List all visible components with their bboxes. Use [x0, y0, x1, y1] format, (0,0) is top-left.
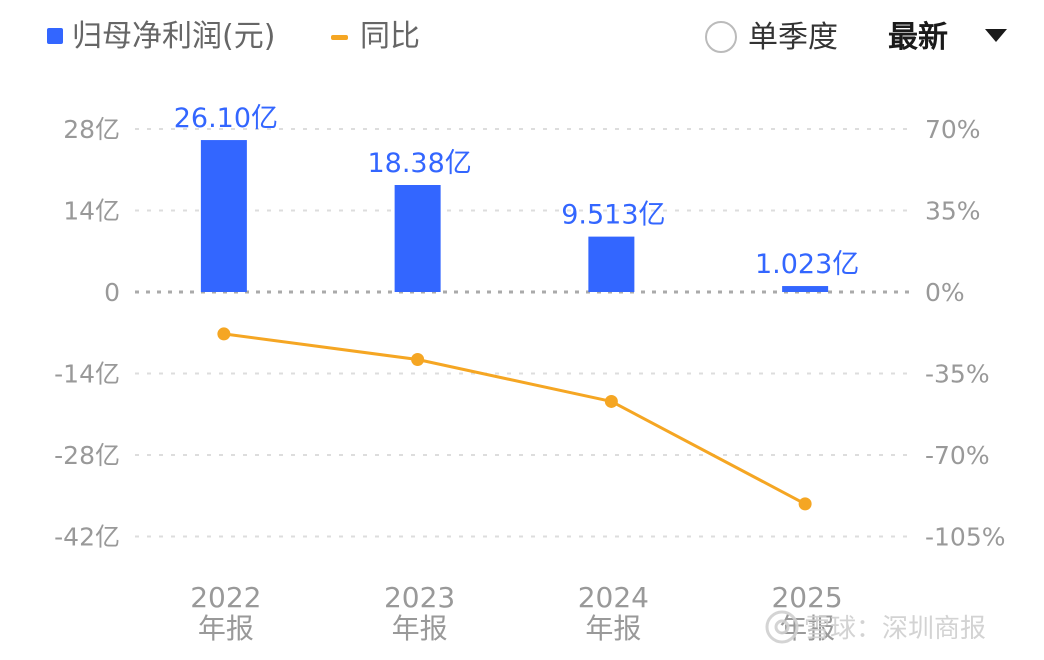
single-quarter-toggle[interactable]: 单季度	[705, 20, 838, 55]
right-tick-label: -105%	[925, 523, 1006, 552]
watermark: 雪球：深圳商报	[765, 610, 986, 644]
line-point	[217, 327, 231, 341]
right-tick-label: 0%	[925, 278, 965, 307]
latest-label: 最新	[888, 20, 948, 55]
category-label-type: 年报	[198, 612, 254, 645]
bar-data-label: 9.513亿	[561, 200, 665, 231]
single-quarter-label: 单季度	[748, 20, 838, 55]
right-axis: 70% 35% 0% -35% -70% -105%	[925, 115, 1006, 552]
bar	[394, 185, 441, 292]
bar-data-label: 18.38亿	[367, 148, 471, 179]
bar-series: 26.10亿 18.38亿 9.513亿 1.023亿	[174, 103, 859, 292]
yoy-line	[223, 332, 806, 506]
xueqiu-logo-icon	[765, 610, 799, 644]
category-label-year: 2025	[771, 581, 842, 614]
radio-circle-icon[interactable]	[705, 21, 737, 53]
category-label-type: 年报	[392, 612, 448, 645]
bar-data-label: 26.10亿	[174, 103, 278, 134]
left-tick-label: 0	[104, 278, 120, 307]
category-label-year: 2024	[578, 581, 649, 614]
line-point	[798, 497, 812, 511]
right-tick-label: 35%	[925, 197, 981, 226]
legend[interactable]: 归母净利润(元) 同比	[47, 19, 420, 54]
line-point	[411, 353, 425, 367]
right-tick-label: -70%	[925, 441, 990, 470]
latest-dropdown[interactable]: 最新	[888, 20, 1007, 55]
legend-bar-swatch	[47, 28, 63, 44]
bar	[200, 140, 247, 292]
left-tick-label: 14亿	[63, 197, 120, 226]
left-tick-label: -28亿	[54, 441, 120, 470]
line-point	[604, 394, 618, 408]
bar	[782, 286, 829, 292]
left-tick-label: 28亿	[63, 115, 120, 144]
line-series	[217, 327, 812, 511]
bar	[588, 236, 635, 292]
right-tick-label: -35%	[925, 360, 990, 389]
grid-lines	[135, 128, 910, 538]
category-label-type: 年报	[585, 612, 641, 645]
left-tick-label: -14亿	[54, 360, 120, 389]
category-label-year: 2023	[384, 581, 455, 614]
category-label-year: 2022	[190, 581, 261, 614]
left-axis: 28亿 14亿 0 -14亿 -28亿 -42亿	[54, 115, 120, 552]
caret-down-icon[interactable]	[985, 29, 1007, 42]
legend-bar-label: 归母净利润(元)	[72, 19, 275, 54]
watermark-text: 雪球：深圳商报	[804, 614, 986, 644]
left-tick-label: -42亿	[54, 523, 120, 552]
legend-line-swatch	[331, 35, 348, 40]
legend-line-label: 同比	[360, 19, 420, 54]
bar-data-label: 1.023亿	[755, 249, 859, 280]
right-tick-label: 70%	[925, 115, 981, 144]
